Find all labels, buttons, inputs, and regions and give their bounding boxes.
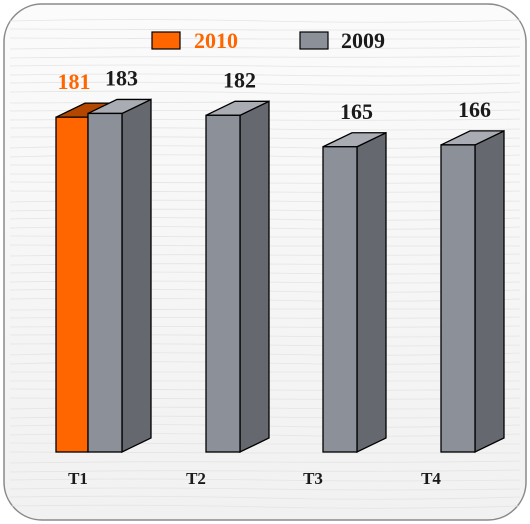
data-label-2010-T1: 181 <box>58 69 91 94</box>
bar-2009-T4 <box>440 129 505 454</box>
texture-line <box>9 19 521 23</box>
texture-line <box>9 73 521 77</box>
bar-2009-T3 <box>322 131 387 454</box>
x-axis-ticks: T1 T2 T3 T4 <box>68 469 441 488</box>
texture-line <box>9 460 521 464</box>
texture-line <box>9 478 521 482</box>
legend-swatch-2009 <box>299 31 329 50</box>
bar-2009-T2-side <box>239 100 270 454</box>
legend: 2010 2009 <box>151 28 385 53</box>
bars <box>55 98 505 454</box>
texture-line <box>9 64 521 68</box>
texture-line <box>9 495 521 500</box>
texture-line <box>9 46 521 50</box>
data-label-2009-T4: 166 <box>458 97 491 122</box>
bar-2010-T1 <box>55 102 118 453</box>
legend-label-2010: 2010 <box>194 28 238 53</box>
bar-2009-T4-side <box>474 129 505 454</box>
bar-2009-T1-front <box>87 112 123 453</box>
bar-2009-T3-side <box>356 131 387 454</box>
texture-line <box>9 37 520 40</box>
texture-line <box>9 504 521 509</box>
data-label-2009-T2: 182 <box>223 67 256 92</box>
bar-2009-T2 <box>205 100 270 454</box>
x-tick-T4: T4 <box>421 469 441 488</box>
x-tick-T1: T1 <box>68 469 88 488</box>
x-tick-T3: T3 <box>303 469 323 488</box>
data-labels: 181 183 182 165 166 <box>58 65 492 123</box>
bar-2009-T4-front <box>440 144 476 453</box>
bar-2009-T2-front <box>205 114 241 453</box>
legend-label-2009: 2009 <box>341 28 385 53</box>
texture-line <box>9 55 521 59</box>
texture-line <box>9 90 521 95</box>
data-label-2009-T3: 165 <box>340 99 373 124</box>
texture-line <box>9 469 521 473</box>
legend-swatch-2010 <box>151 31 181 50</box>
texture-line <box>9 81 521 86</box>
bar-2009-T1-side <box>121 98 152 454</box>
texture-line <box>9 28 520 31</box>
texture-line <box>9 487 521 491</box>
bar-2009-T1 <box>87 98 152 454</box>
x-tick-T2: T2 <box>186 469 206 488</box>
bar-2009-T3-front <box>322 146 358 453</box>
data-label-2009-T1: 183 <box>105 65 138 90</box>
bar-2010-T1-front <box>55 116 89 453</box>
